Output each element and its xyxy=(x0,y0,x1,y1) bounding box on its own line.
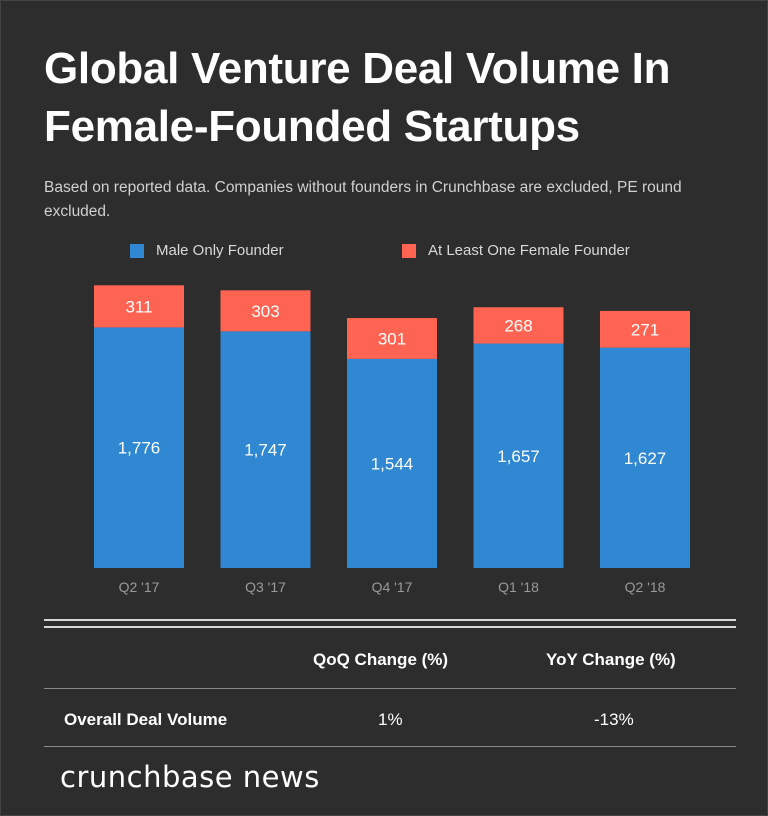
x-tick-label-0: Q2 '17 xyxy=(119,579,160,595)
bar-male-3 xyxy=(473,343,564,568)
chart-title: Global Venture Deal Volume In Female-Fou… xyxy=(44,44,671,151)
table-top-rule-second xyxy=(44,626,736,628)
legend-label-female: At Least One Female Founder xyxy=(428,242,630,259)
label-male-0: 1,776 xyxy=(118,439,161,458)
bar-female-2 xyxy=(347,318,437,359)
qoq-header: QoQ Change (%) xyxy=(313,650,449,669)
bar-female-0 xyxy=(94,285,184,328)
bar-male-2 xyxy=(347,358,437,568)
bar-female-3 xyxy=(473,307,564,344)
x-tick-label-3: Q1 '18 xyxy=(498,579,539,595)
bar-male-1 xyxy=(220,331,311,568)
label-male-4: 1,627 xyxy=(624,449,667,468)
label-male-2: 1,544 xyxy=(371,454,414,473)
yoy-value: -13% xyxy=(594,710,634,729)
label-female-0: 311 xyxy=(125,297,152,316)
bar-female-1 xyxy=(220,290,311,332)
chart-subtitle: Based on reported data. Companies withou… xyxy=(44,179,682,220)
table-row-separator xyxy=(44,688,736,689)
qoq-value: 1% xyxy=(378,710,403,729)
bar-female-4 xyxy=(600,310,690,348)
row-label-overall: Overall Deal Volume xyxy=(64,710,228,729)
x-tick-label-4: Q2 '18 xyxy=(625,579,666,595)
legend-swatch-female xyxy=(402,243,416,258)
yoy-header: YoY Change (%) xyxy=(546,650,676,669)
crunchbase-news-logo: crunchbase news xyxy=(60,760,320,794)
table-top-rule xyxy=(44,619,736,621)
bar-male-4 xyxy=(600,347,690,568)
bar-male-0 xyxy=(94,327,184,568)
x-tick-label-2: Q4 '17 xyxy=(372,579,413,595)
label-female-3: 268 xyxy=(504,316,532,335)
legend-female: At Least One Female Founder xyxy=(402,242,630,259)
stacked-bar-chart: 1,776 311 Q2 '17 1,747 303 Q3 '17 1,544 301 Q4 '… xyxy=(94,285,690,595)
label-female-4: 271 xyxy=(631,320,659,339)
label-male-1: 1,747 xyxy=(244,441,287,460)
x-tick-label-1: Q3 '17 xyxy=(245,579,286,595)
legend-label-male: Male Only Founder xyxy=(156,242,284,259)
label-male-3: 1,657 xyxy=(497,447,540,466)
label-female-1: 303 xyxy=(251,302,279,321)
legend-swatch-male xyxy=(130,243,144,258)
label-female-2: 301 xyxy=(378,329,406,348)
legend-male: Male Only Founder xyxy=(130,242,284,259)
table-bottom-separator xyxy=(44,746,736,747)
